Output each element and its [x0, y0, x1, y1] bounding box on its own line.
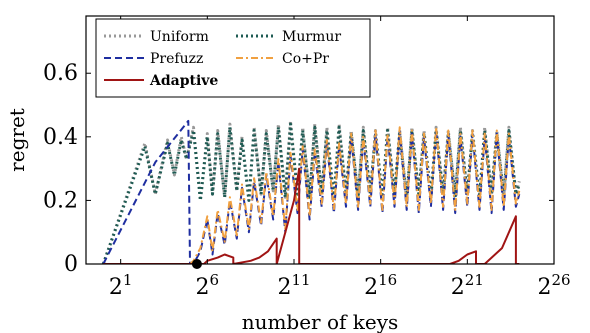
series-line-adaptive — [103, 167, 520, 264]
legend-entry-label: Murmur — [282, 29, 341, 45]
x-axis-label: number of keys — [242, 310, 399, 333]
legend-entry-label: Prefuzz — [150, 51, 203, 67]
x-tick-label: 21 — [109, 271, 133, 300]
series-line-co-pr — [189, 126, 521, 264]
x-tick-base: 2 — [451, 275, 465, 300]
x-tick-exponent: 6 — [210, 271, 220, 289]
x-tick-label: 226 — [537, 271, 570, 300]
y-tick-label: 0.2 — [43, 188, 78, 213]
legend-entry-label: Uniform — [150, 29, 209, 45]
x-tick-label: 216 — [364, 271, 397, 300]
x-tick-label: 211 — [277, 271, 310, 300]
x-tick-base: 2 — [364, 275, 378, 300]
x-tick-label: 221 — [451, 271, 484, 300]
plot-frame — [85, 15, 555, 265]
x-tick-exponent: 16 — [378, 271, 397, 289]
y-tick-label: 0.4 — [43, 125, 78, 150]
x-tick-label: 26 — [196, 271, 220, 300]
x-tick-exponent: 26 — [551, 271, 570, 289]
series-line-murmur — [101, 122, 521, 264]
series-line-prefuzz — [102, 119, 521, 264]
x-tick-base: 2 — [537, 275, 551, 300]
legend: Uniform Murmur Prefuzz Co+Pr Adaptive — [95, 18, 371, 98]
x-tick-exponent: 21 — [465, 271, 484, 289]
legend-entry-label: Co+Pr — [282, 51, 329, 67]
y-tick-label: 0 — [64, 252, 78, 277]
x-tick-exponent: 1 — [123, 271, 133, 289]
x-tick-base: 2 — [109, 275, 123, 300]
series-layer — [101, 119, 521, 269]
x-tick-base: 2 — [277, 275, 291, 300]
x-tick-exponent: 11 — [291, 271, 310, 289]
y-tick-label: 0.6 — [43, 61, 78, 86]
y-axis-label: regret — [5, 108, 29, 172]
legend-entry-label: Adaptive — [149, 73, 218, 89]
x-tick-base: 2 — [196, 275, 210, 300]
